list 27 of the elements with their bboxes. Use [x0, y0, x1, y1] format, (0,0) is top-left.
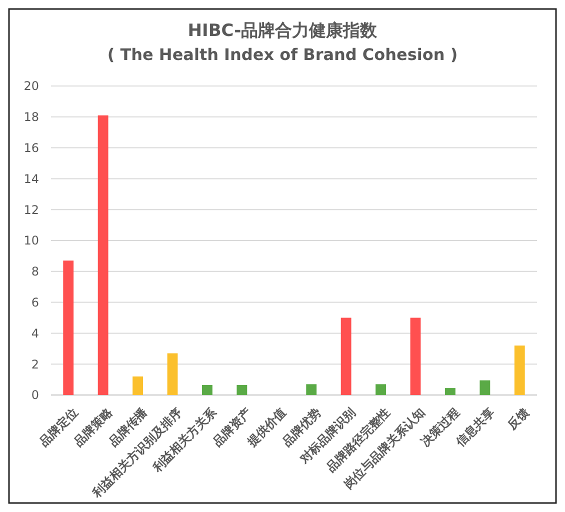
y-tick-label: 18: [24, 110, 39, 124]
bar: [202, 384, 212, 395]
y-tick-label: 2: [31, 357, 39, 372]
y-tick-label: 20: [24, 79, 39, 94]
bar: [376, 384, 386, 395]
bar: [306, 384, 317, 395]
chart-title: HIBC-品牌合力健康指数: [188, 21, 378, 41]
bar: [167, 353, 178, 395]
bar: [340, 318, 352, 395]
bar: [132, 376, 143, 395]
y-tick-label: 14: [24, 172, 39, 186]
y-tick-label: 10: [24, 234, 39, 248]
y-tick-label: 12: [24, 202, 39, 217]
chart-subtitle: ( The Health Index of Brand Cohesion ): [107, 45, 458, 64]
bar: [98, 115, 108, 395]
x-tick-label: 反馈: [504, 405, 532, 433]
y-tick-label: 6: [31, 296, 39, 310]
bar: [514, 346, 525, 395]
bar: [236, 384, 248, 395]
y-tick-label: 0: [31, 388, 39, 402]
bar: [445, 388, 456, 395]
bar: [63, 260, 74, 395]
y-tick-label: 4: [31, 326, 39, 340]
bar: [410, 318, 421, 395]
y-tick-label: 8: [31, 264, 39, 279]
bar: [480, 380, 490, 395]
y-tick-label: 16: [24, 141, 39, 155]
